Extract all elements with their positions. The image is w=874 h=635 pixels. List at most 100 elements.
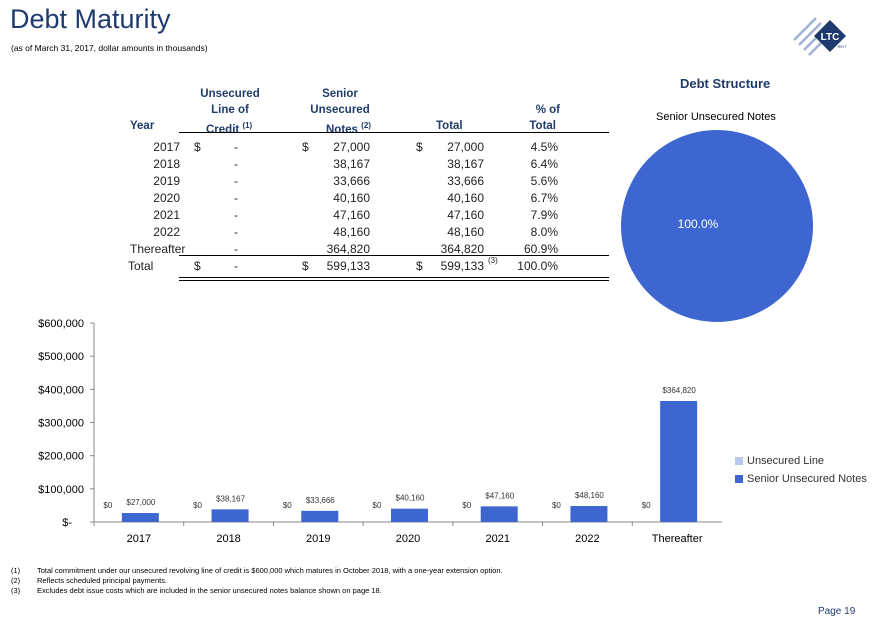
total-d3: $ xyxy=(416,259,423,273)
table-cell-d3: $ xyxy=(416,140,423,154)
pie-slice xyxy=(621,130,813,322)
data-label-senior-notes: $48,160 xyxy=(575,491,604,500)
table-cell-pct: 60.9% xyxy=(523,242,558,256)
table-row: 2017 $ - $27,000 $27,000 4.5% xyxy=(130,140,580,157)
table-cell-year: 2022 xyxy=(153,225,180,239)
ltc-logo: LTC REIT xyxy=(793,17,847,56)
header-unsecured-l3: Credit (1) xyxy=(206,121,253,136)
data-label-senior-notes: $40,160 xyxy=(396,494,425,503)
table-cell-pct: 6.7% xyxy=(530,191,558,205)
footnote-2: (2) Reflects scheduled principal payments… xyxy=(11,576,168,585)
legend-swatch-unsecured-line xyxy=(735,457,743,465)
data-label-unsecured-line: $0 xyxy=(552,501,561,510)
footnotes: (1) Total commitment under our unsecured … xyxy=(11,566,503,596)
bar-senior-notes xyxy=(121,513,159,522)
bar-senior-notes xyxy=(480,506,518,522)
table-cell-total: 33,666 xyxy=(447,174,484,188)
data-label-unsecured-line: $0 xyxy=(373,501,382,510)
bar-senior-notes xyxy=(211,509,249,522)
table-cell-total: 48,160 xyxy=(447,225,484,239)
header-unsecured-l1: Unsecured xyxy=(200,88,260,100)
total-total: 599,133 xyxy=(440,259,484,273)
table-cell-credit: - xyxy=(234,157,238,171)
table-cell-pct: 4.5% xyxy=(530,140,558,154)
table-cell-notes: 48,160 xyxy=(333,225,370,239)
table-cell-credit: - xyxy=(234,242,238,256)
table-cell-credit: - xyxy=(234,225,238,239)
legend-item-unsecured-line: Unsecured Line xyxy=(735,452,867,470)
table-cell-year: 2017 xyxy=(153,140,180,154)
table-cell-total: 47,160 xyxy=(447,208,484,222)
data-label-senior-notes: $33,666 xyxy=(306,496,335,505)
table-cell-notes: 364,820 xyxy=(326,242,370,256)
footnote-3: (3) Excludes debt issue costs which are i… xyxy=(11,586,382,595)
y-tick-label: $200,000 xyxy=(38,451,84,463)
table-cell-year: 2018 xyxy=(153,157,180,171)
bar-chart: $- $100,000 $200,000 $300,000 $400,000 $500,0… xyxy=(38,318,722,545)
table-row: 2020 - 40,160 40,160 6.7% xyxy=(130,191,580,208)
page-number: Page 19 xyxy=(818,606,856,617)
data-label-unsecured-line: $0 xyxy=(193,501,202,510)
x-tick-label: 2018 xyxy=(216,533,240,545)
header-senior-l1: Senior xyxy=(322,88,358,100)
data-label-unsecured-line: $0 xyxy=(462,501,471,510)
table-cell-credit: - xyxy=(234,140,238,154)
data-label-unsecured-line: $0 xyxy=(642,501,651,510)
x-tick-label: 2020 xyxy=(396,533,420,545)
y-tick-label: $- xyxy=(62,517,72,529)
legend-label-senior-notes: Senior Unsecured Notes xyxy=(747,473,867,485)
pie-title: Debt Structure xyxy=(680,76,771,91)
x-tick-label: 2019 xyxy=(306,533,330,545)
bar-senior-notes xyxy=(301,510,339,522)
table-cell-credit: - xyxy=(234,191,238,205)
table-row: 2021 - 47,160 47,160 7.9% xyxy=(130,208,580,225)
data-label-senior-notes: $364,820 xyxy=(662,386,696,395)
table-cell-pct: 5.6% xyxy=(530,174,558,188)
header-unsecured-l2: Line of xyxy=(211,104,249,116)
pie-slice-label: Senior Unsecured Notes xyxy=(656,111,776,123)
table-cell-year: 2020 xyxy=(153,191,180,205)
footnote-1: (1) Total commitment under our unsecured … xyxy=(11,566,503,575)
bar-senior-notes xyxy=(391,508,428,522)
header-senior-l2: Unsecured xyxy=(310,104,370,116)
table-row: 2019 - 33,666 33,666 5.6% xyxy=(130,174,580,191)
table-cell-total: 364,820 xyxy=(440,242,484,256)
table-cell-d2: $ xyxy=(302,140,309,154)
bar-senior-notes xyxy=(570,506,608,522)
data-label-senior-notes: $27,000 xyxy=(126,498,155,507)
table-cell-credit: - xyxy=(234,174,238,188)
legend-label-unsecured-line: Unsecured Line xyxy=(747,455,825,467)
page-title: Debt Maturity xyxy=(10,4,171,34)
header-year: Year xyxy=(130,120,155,132)
total-credit: - xyxy=(234,259,238,273)
table-cell-notes: 38,167 xyxy=(333,157,370,171)
y-tick-label: $600,000 xyxy=(38,318,84,330)
table-cell-year: 2021 xyxy=(153,208,180,222)
total-d2: $ xyxy=(302,259,309,273)
table-cell-pct: 8.0% xyxy=(530,225,558,239)
bar-legend: Unsecured Line Senior Unsecured Notes xyxy=(735,452,867,488)
total-pct: 100.0% xyxy=(517,259,558,273)
data-label-unsecured-line: $0 xyxy=(103,501,112,510)
data-label-senior-notes: $38,167 xyxy=(216,494,245,503)
page-subtitle: (as of March 31, 2017, dollar amounts in… xyxy=(11,43,208,53)
table-cell-total: 27,000 xyxy=(447,140,484,154)
header-total: Total xyxy=(436,120,463,132)
table-cell-total: 38,167 xyxy=(447,157,484,171)
total-sup: (3) xyxy=(488,256,498,265)
total-rule-bottom-2 xyxy=(179,280,609,281)
data-label-unsecured-line: $0 xyxy=(283,501,292,510)
table-cell-pct: 6.4% xyxy=(530,157,558,171)
total-row: Total $ - $ 599,133 $ 599,133 (3) 100.0% xyxy=(128,256,580,276)
x-tick-label: 2021 xyxy=(485,533,509,545)
header-rule xyxy=(179,132,609,133)
logo-subtext: REIT xyxy=(837,44,847,49)
pie-chart: 100.0% xyxy=(621,130,813,322)
x-tick-label: Thereafter xyxy=(652,533,703,545)
total-year: Total xyxy=(128,259,154,273)
table-cell-notes: 40,160 xyxy=(333,191,370,205)
table-cell-year: Thereafter xyxy=(130,242,186,256)
table-row: 2022 - 48,160 48,160 8.0% xyxy=(130,225,580,242)
header-senior-l3: Notes (2) xyxy=(326,121,371,136)
legend-item-senior-notes: Senior Unsecured Notes xyxy=(735,470,867,488)
